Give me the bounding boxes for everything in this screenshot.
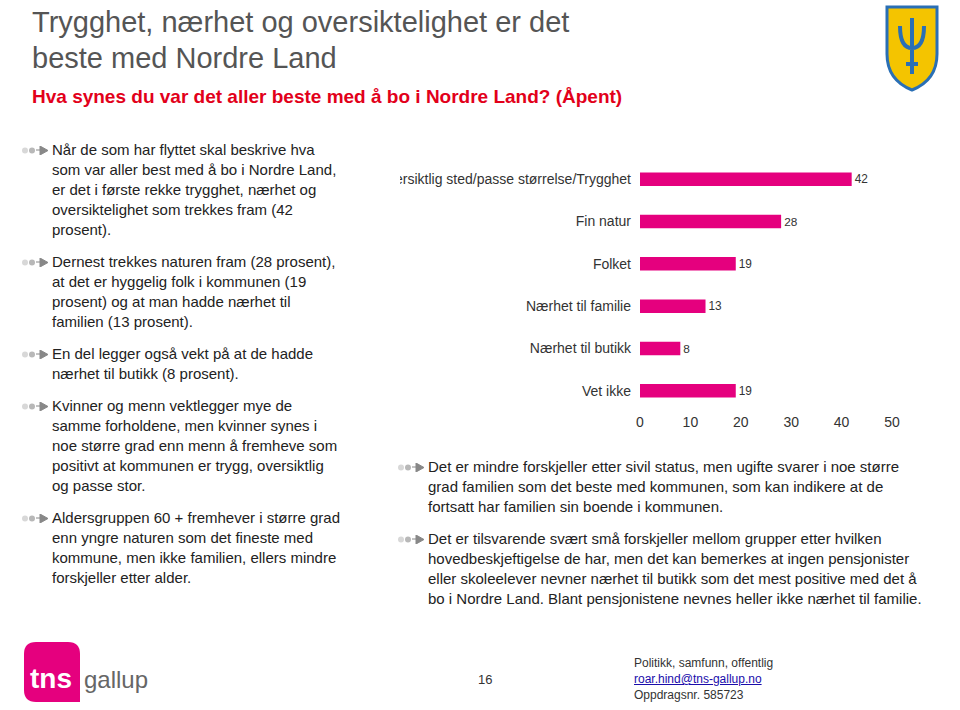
html-text:Kvinner og menn vektlegger mye: Kvinner og menn vektlegger mye de samme … <box>52 397 338 494</box>
svg-text:gallup: gallup <box>84 666 148 693</box>
svg-text:Fin natur: Fin natur <box>576 213 632 229</box>
html-text:beste med Nordre Land: beste med Nordre Land <box>32 42 337 74</box>
html-text:Trygghet, nærhet og oversiktel: Trygghet, nærhet og oversiktelighet er d… <box>32 6 570 38</box>
html-text:Det er mindre forskjeller ette: Det er mindre forskjeller etter sivil st… <box>428 458 899 515</box>
svg-text:10: 10 <box>683 414 699 430</box>
svg-text:Nærhet til butikk: Nærhet til butikk <box>530 340 632 356</box>
html-text:Det er tilsvarende svært små f: Det er tilsvarende svært små forskjeller… <box>428 530 922 607</box>
html-text:16: 16 <box>478 672 493 687</box>
svg-text:tns: tns <box>30 663 72 694</box>
html-text:Aldersgruppen 60 + fremhever i: Aldersgruppen 60 + fremhever i større gr… <box>52 509 341 586</box>
html-text:Politikk, samfunn, offentlig: Politikk, samfunn, offentlig <box>634 656 774 670</box>
html-text:roar.hind@tns-gallup.no: roar.hind@tns-gallup.no <box>634 672 762 686</box>
svg-text:Nærhet til familie: Nærhet til familie <box>526 298 631 314</box>
svg-text:30: 30 <box>783 414 799 430</box>
svg-text:40: 40 <box>834 414 850 430</box>
html-text:Hva synes du var det aller bes: Hva synes du var det aller beste med å b… <box>32 86 623 107</box>
svg-text:50: 50 <box>884 414 900 430</box>
html-text:En del legger også vekt på at: En del legger også vekt på at de hadde n… <box>52 345 313 382</box>
svg-text:Oversiktlig sted/passe størrel: Oversiktlig sted/passe størrelse/Trygghe… <box>400 171 631 187</box>
svg-text:13: 13 <box>709 299 723 313</box>
svg-text:42: 42 <box>855 172 868 186</box>
svg-text:19: 19 <box>739 257 753 271</box>
svg-text:8: 8 <box>683 342 690 356</box>
svg-text:Vet ikke: Vet ikke <box>582 383 631 399</box>
html-text:Dernest trekkes naturen fram (: Dernest trekkes naturen fram (28 prosent… <box>52 253 336 330</box>
svg-text:28: 28 <box>784 215 798 229</box>
svg-text:Folket: Folket <box>593 256 631 272</box>
svg-text:20: 20 <box>733 414 749 430</box>
svg-text:19: 19 <box>739 384 753 398</box>
svg-text:0: 0 <box>636 414 644 430</box>
html-text:Oppdragsnr. 585723: Oppdragsnr. 585723 <box>634 688 744 702</box>
html-text:Når de som har flyttet skal be: Når de som har flyttet skal beskrive hva… <box>52 141 337 238</box>
